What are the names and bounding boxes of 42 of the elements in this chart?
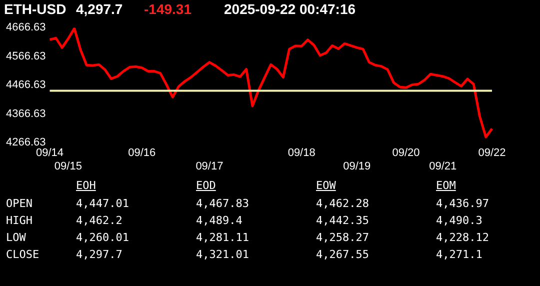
x-tick-label: 09/22 (478, 147, 506, 160)
text: 4,321.01 (196, 248, 249, 261)
y-tick-label: 4266.63 (6, 136, 46, 149)
category-label: EOW (316, 179, 336, 192)
x-tick-label: 09/17 (196, 160, 224, 172)
text: 4,297.7 (76, 1, 123, 17)
text: 4,436.97 (436, 197, 489, 210)
x-tick-label: 09/15 (54, 160, 82, 172)
text: 4,490.3 (436, 214, 482, 227)
x-tick-label: 09/19 (343, 160, 371, 172)
text: 4,442.35 (316, 214, 369, 227)
x-tick-label: 09/18 (288, 147, 316, 160)
y-tick-label: 4566.63 (6, 50, 46, 62)
text: 2025-09-22 00:47:16 (224, 1, 356, 17)
category-label: HIGH (6, 214, 32, 227)
text: -149.31 (144, 1, 192, 17)
x-tick-label: 09/14 (36, 147, 64, 160)
y-tick-label: 4366.63 (6, 108, 46, 120)
x-tick-label: 09/16 (128, 147, 156, 160)
x-tick-label: 09/20 (392, 147, 420, 160)
x-tick-label: 09/21 (429, 160, 457, 172)
category-label: LOW (6, 231, 26, 244)
category-label: EOD (196, 179, 216, 192)
y-tick-label: 4666.63 (6, 22, 46, 34)
chart-title: ETH-USD (4, 1, 66, 17)
text: 4,281.11 (196, 231, 249, 244)
y-tick-label: 4466.63 (6, 79, 46, 92)
text: 4,462.28 (316, 197, 369, 210)
text: 4,267.55 (316, 248, 369, 261)
text: 4,462.2 (76, 214, 122, 227)
text: 4,260.01 (76, 231, 129, 244)
text: 4,489.4 (196, 214, 242, 227)
category-label: EOM (436, 179, 456, 192)
text: 4,297.7 (76, 248, 122, 261)
category-label: CLOSE (6, 248, 40, 261)
category-label: OPEN (6, 197, 32, 210)
text: 4,228.12 (436, 231, 489, 244)
category-label: EOH (76, 179, 96, 192)
text: 4,467.83 (196, 197, 249, 210)
text: 4,447.01 (76, 197, 129, 210)
text: 4,258.27 (316, 231, 369, 244)
text: 4,271.1 (436, 248, 482, 261)
